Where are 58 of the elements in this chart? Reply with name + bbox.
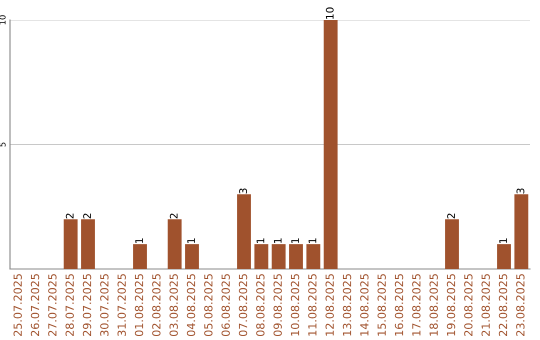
x-tick-label: 02.08.2025	[152, 274, 161, 336]
data-label: 1	[274, 238, 282, 243]
data-label: 1	[291, 238, 299, 243]
data-label: 1	[256, 238, 264, 243]
bar	[445, 219, 459, 269]
x-tick-label: 16.08.2025	[394, 274, 404, 336]
data-label: 2	[66, 214, 74, 218]
x-tick-label: 17.08.2025	[412, 274, 421, 336]
x-tick-label: 09.08.2025	[273, 274, 282, 336]
x-tick-label: 27.07.2025	[48, 274, 57, 336]
x-tick-label: 10.08.2025	[290, 274, 300, 336]
x-tick-label: 01.08.2025	[134, 274, 144, 336]
x-tick-label: 15.08.2025	[377, 274, 386, 336]
x-tick-label: 08.08.2025	[256, 274, 265, 336]
x-tick-label: 14.08.2025	[360, 274, 369, 336]
x-tick-label: 18.08.2025	[429, 274, 438, 336]
bar	[324, 20, 338, 269]
bar	[272, 244, 286, 269]
x-tick-label: 12.08.2025	[325, 274, 334, 336]
bar	[81, 219, 95, 269]
x-tick-label: 29.07.2025	[82, 274, 92, 336]
x-tick-label: 23.08.2025	[516, 274, 525, 336]
data-label: 10	[326, 7, 334, 19]
bar	[497, 244, 511, 269]
x-tick-label: 05.08.2025	[204, 274, 213, 336]
bar	[185, 244, 199, 269]
bar	[514, 194, 528, 269]
data-label: 3	[516, 188, 524, 194]
x-tick-label: 31.07.2025	[117, 274, 126, 336]
x-tick-label: 20.08.2025	[464, 274, 473, 336]
x-tick-label: 21.08.2025	[481, 274, 490, 336]
data-label: 2	[170, 214, 178, 218]
x-tick-label: 13.08.2025	[342, 274, 352, 336]
x-tick-label: 22.08.2025	[498, 274, 508, 336]
data-label: 1	[187, 238, 195, 243]
data-label: 2	[447, 214, 455, 218]
data-label: 2	[83, 214, 91, 218]
x-tick-label: 28.07.2025	[65, 274, 74, 336]
bar	[289, 244, 303, 269]
x-tick-label: 06.08.2025	[221, 274, 230, 336]
x-tick-label: 19.08.2025	[446, 274, 456, 336]
bar	[64, 219, 78, 269]
bar	[133, 244, 147, 269]
data-label: 1	[499, 238, 507, 243]
data-label: 1	[308, 238, 316, 243]
x-tick-label: 04.08.2025	[186, 274, 196, 336]
data-label: 1	[135, 238, 143, 243]
x-tick-label: 11.08.2025	[308, 274, 317, 336]
bar	[237, 194, 251, 269]
x-tick-label: 03.08.2025	[169, 274, 178, 336]
bar	[168, 219, 182, 269]
x-tick-label: 07.08.2025	[238, 274, 248, 336]
x-tick-label: 25.07.2025	[13, 274, 22, 336]
data-label: 3	[239, 188, 248, 194]
x-tick-label: 30.07.2025	[100, 274, 109, 336]
x-tick-label: 26.07.2025	[30, 274, 40, 336]
bar	[306, 244, 320, 269]
bar	[254, 244, 268, 269]
